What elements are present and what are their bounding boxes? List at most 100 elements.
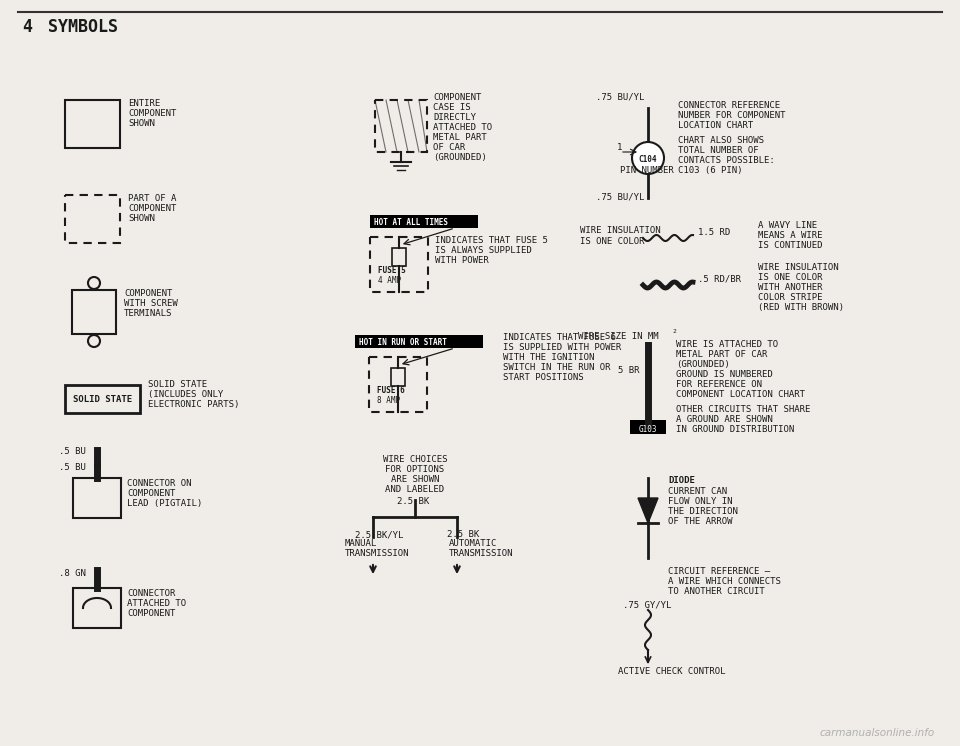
Text: IS ONE COLOR: IS ONE COLOR [758,273,823,282]
Text: INDICATES THAT FUSE 5: INDICATES THAT FUSE 5 [435,236,548,245]
Text: COMPONENT: COMPONENT [127,609,176,618]
Text: IS SUPPLIED WITH POWER: IS SUPPLIED WITH POWER [503,343,621,352]
Text: GROUND IS NUMBERED: GROUND IS NUMBERED [676,370,773,379]
Text: TRANSMISSION: TRANSMISSION [449,549,514,558]
Text: .75 BU/YL: .75 BU/YL [596,93,644,102]
Text: ATTACHED TO: ATTACHED TO [433,123,492,132]
Text: LEAD (PIGTAIL): LEAD (PIGTAIL) [127,499,203,508]
Text: .75 BU/YL: .75 BU/YL [596,193,644,202]
Text: WITH ANOTHER: WITH ANOTHER [758,283,823,292]
Text: IS CONTINUED: IS CONTINUED [758,241,823,250]
Text: HOT IN RUN OR START: HOT IN RUN OR START [359,338,446,347]
Text: CONTACTS POSSIBLE:: CONTACTS POSSIBLE: [678,156,775,165]
Text: COMPONENT: COMPONENT [124,289,173,298]
Text: SHOWN: SHOWN [128,119,155,128]
Text: NUMBER FOR COMPONENT: NUMBER FOR COMPONENT [678,111,785,120]
Circle shape [632,142,664,174]
Text: SHOWN: SHOWN [128,214,155,223]
Text: CURRENT CAN: CURRENT CAN [668,487,727,496]
Text: OF CAR: OF CAR [433,143,466,152]
Text: (GROUNDED): (GROUNDED) [433,153,487,162]
Text: AND LABELED: AND LABELED [385,485,444,494]
Text: MEANS A WIRE: MEANS A WIRE [758,231,823,240]
Text: HOT AT ALL TIMES: HOT AT ALL TIMES [374,218,448,227]
Text: COLOR STRIPE: COLOR STRIPE [758,293,823,302]
Text: SOLID STATE: SOLID STATE [73,395,132,404]
Text: COMPONENT: COMPONENT [127,489,176,498]
Text: ELECTRONIC PARTS): ELECTRONIC PARTS) [148,400,239,409]
Bar [369,357,427,412]
Text: (INCLUDES ONLY: (INCLUDES ONLY [148,390,224,399]
Text: ACTIVE CHECK CONTROL: ACTIVE CHECK CONTROL [618,667,726,676]
Text: CIRCUIT REFERENCE –: CIRCUIT REFERENCE – [668,567,770,576]
Text: SWITCH IN THE RUN OR: SWITCH IN THE RUN OR [503,363,611,372]
Text: WITH POWER: WITH POWER [435,256,489,265]
Text: CASE IS: CASE IS [433,103,470,112]
Text: G103: G103 [638,425,658,434]
Bar [370,237,428,292]
Text: (RED WITH BROWN): (RED WITH BROWN) [758,303,844,312]
Text: WIRE CHOICES: WIRE CHOICES [383,455,447,464]
Text: (GROUNDED): (GROUNDED) [676,360,730,369]
Text: LOCATION CHART: LOCATION CHART [678,121,754,130]
Text: A WIRE WHICH CONNECTS: A WIRE WHICH CONNECTS [668,577,780,586]
Text: CONNECTOR: CONNECTOR [127,589,176,598]
Text: DIODE: DIODE [668,476,695,485]
Text: COMPONENT LOCATION CHART: COMPONENT LOCATION CHART [676,390,805,399]
Text: TRANSMISSION: TRANSMISSION [345,549,410,558]
Text: ENTIRE: ENTIRE [128,99,160,108]
Text: FUSE 6: FUSE 6 [377,386,405,395]
Text: 1: 1 [617,143,622,152]
Text: TERMINALS: TERMINALS [124,309,173,318]
Text: A WAVY LINE: A WAVY LINE [758,221,817,230]
Text: C103 (6 PIN): C103 (6 PIN) [678,166,742,175]
Text: 2.5 BK: 2.5 BK [447,530,479,539]
Text: START POSITIONS: START POSITIONS [503,373,584,382]
Text: DIRECTLY: DIRECTLY [433,113,476,122]
Text: FOR REFERENCE ON: FOR REFERENCE ON [676,380,762,389]
Text: TO ANOTHER CIRCUIT: TO ANOTHER CIRCUIT [668,587,765,596]
Bar [370,215,478,228]
Text: 2.5 BK/YL: 2.5 BK/YL [355,530,403,539]
Text: WIRE SIZE IN MM: WIRE SIZE IN MM [578,332,659,341]
Text: INDICATES THAT FUSE 6: INDICATES THAT FUSE 6 [503,333,616,342]
Bar [65,100,120,148]
Text: CHART ALSO SHOWS: CHART ALSO SHOWS [678,136,764,145]
Bar [72,290,116,334]
Text: IN GROUND DISTRIBUTION: IN GROUND DISTRIBUTION [676,425,794,434]
Text: FOR OPTIONS: FOR OPTIONS [385,465,444,474]
Text: 4: 4 [22,18,32,36]
Bar [65,385,140,413]
Text: WITH THE IGNITION: WITH THE IGNITION [503,353,594,362]
Text: THE DIRECTION: THE DIRECTION [668,507,738,516]
Text: AUTOMATIC: AUTOMATIC [449,539,497,548]
Text: TOTAL NUMBER OF: TOTAL NUMBER OF [678,146,758,155]
Polygon shape [638,498,658,523]
Text: 5 BR: 5 BR [618,366,639,375]
Text: .8 GN: .8 GN [59,569,85,578]
Text: COMPONENT: COMPONENT [128,204,177,213]
Text: .5 RD/BR: .5 RD/BR [698,275,741,284]
Text: SOLID STATE: SOLID STATE [148,380,207,389]
Text: 1.5 RD: 1.5 RD [698,228,731,237]
Text: WIRE INSULATION: WIRE INSULATION [758,263,839,272]
Text: OTHER CIRCUITS THAT SHARE: OTHER CIRCUITS THAT SHARE [676,405,810,414]
Text: .75 GY/YL: .75 GY/YL [623,600,671,609]
Bar [391,368,405,386]
Text: WIRE IS ATTACHED TO: WIRE IS ATTACHED TO [676,340,779,349]
Text: METAL PART: METAL PART [433,133,487,142]
Bar [73,478,121,518]
Text: OF THE ARROW: OF THE ARROW [668,517,732,526]
Bar [65,195,120,243]
Text: WIRE INSULATION: WIRE INSULATION [580,226,660,235]
Text: ARE SHOWN: ARE SHOWN [391,475,439,484]
Text: COMPONENT: COMPONENT [433,93,481,102]
Bar [73,588,121,628]
Text: FLOW ONLY IN: FLOW ONLY IN [668,497,732,506]
Text: 4 AMP: 4 AMP [378,276,401,285]
Text: IS ONE COLOR: IS ONE COLOR [580,237,644,246]
Bar [355,335,483,348]
Bar [630,420,666,434]
Text: 2: 2 [672,329,676,334]
Text: .5 BU: .5 BU [59,447,85,456]
